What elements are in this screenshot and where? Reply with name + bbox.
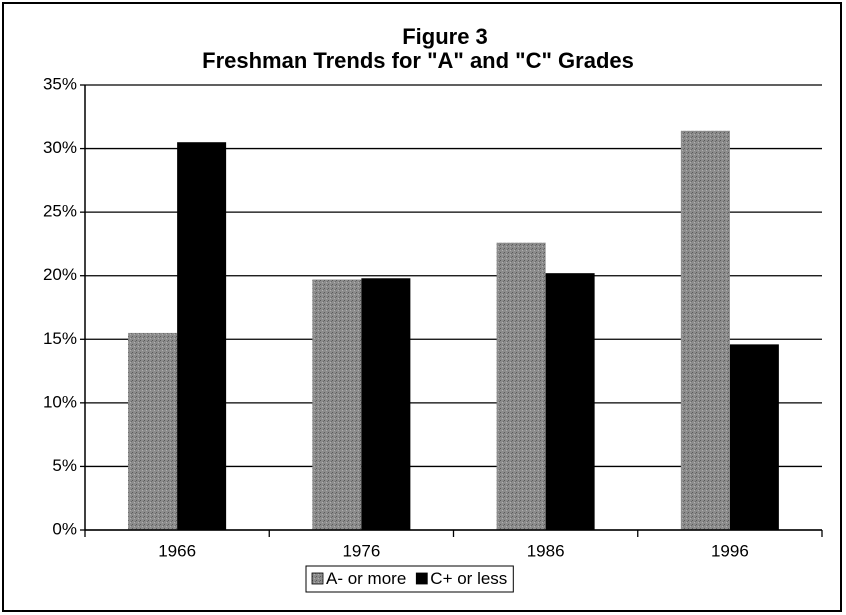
- x-tick-label: 1986: [527, 541, 565, 560]
- y-tick-label: 0%: [52, 519, 77, 538]
- y-tick-label: 15%: [43, 329, 77, 348]
- y-tick-label: 30%: [43, 138, 77, 157]
- x-tick-label: 1996: [711, 541, 749, 560]
- legend-label: A- or more: [326, 569, 406, 588]
- y-tick-label: 5%: [52, 456, 77, 475]
- legend-swatch: [415, 572, 428, 585]
- bar: [177, 142, 227, 530]
- bar: [312, 279, 362, 530]
- legend-label: C+ or less: [430, 569, 507, 588]
- bar: [496, 242, 546, 530]
- bar: [680, 130, 730, 530]
- y-tick-label: 20%: [43, 265, 77, 284]
- x-tick-label: 1966: [158, 541, 196, 560]
- bar: [128, 332, 178, 530]
- chart-subtitle: Freshman Trends for "A" and "C" Grades: [202, 48, 634, 73]
- legend-box: [305, 565, 514, 593]
- bar: [545, 273, 595, 530]
- y-tick-label: 10%: [43, 392, 77, 411]
- y-tick-label: 35%: [43, 74, 77, 93]
- bar: [361, 278, 411, 530]
- y-tick-label: 25%: [43, 202, 77, 221]
- chart-title: Figure 3: [402, 24, 488, 49]
- legend-swatch: [311, 572, 324, 585]
- bar: [729, 344, 779, 530]
- x-tick-label: 1976: [342, 541, 380, 560]
